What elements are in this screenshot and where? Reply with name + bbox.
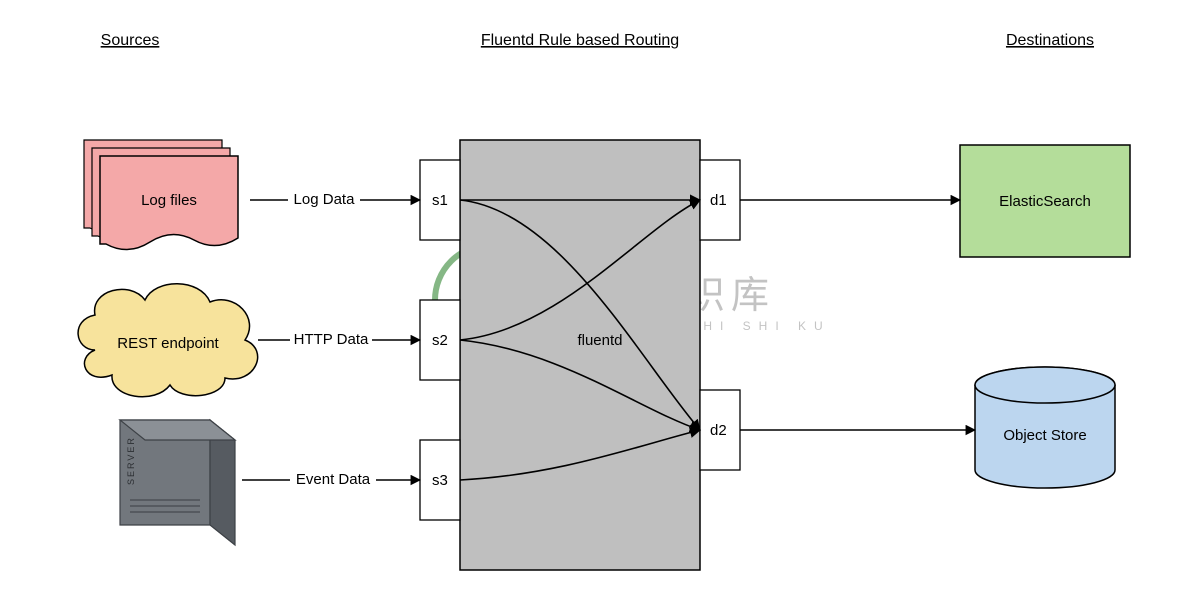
elasticsearch-label: ElasticSearch	[999, 193, 1091, 210]
rest-endpoint-label: REST endpoint	[117, 335, 219, 352]
routing-core	[460, 140, 700, 570]
heading-destinations: Destinations	[1006, 32, 1094, 49]
port-d2-label: d2	[710, 422, 727, 439]
heading-sources: Sources	[101, 32, 160, 49]
edge-log-data-label: Log Data	[294, 191, 356, 208]
server-label: SERVER	[126, 436, 136, 485]
edge-http-data-label: HTTP Data	[294, 331, 369, 348]
port-s1-label: s1	[432, 192, 448, 209]
port-d1-label: d1	[710, 192, 727, 209]
source-rest-endpoint: REST endpoint	[78, 284, 258, 397]
diagram-canvas: Sources Fluentd Rule based Routing Desti…	[0, 0, 1200, 590]
source-log-files: Log files	[84, 140, 238, 250]
heading-routing: Fluentd Rule based Routing	[481, 32, 679, 49]
source-server: SERVER	[120, 420, 235, 545]
log-files-label: Log files	[141, 192, 197, 209]
port-s3-label: s3	[432, 472, 448, 489]
dest-elasticsearch: ElasticSearch	[960, 145, 1130, 257]
edge-event-data-label: Event Data	[296, 471, 371, 488]
routing-block: s1 s2 s3 d1 d2 fluentd	[420, 140, 740, 570]
edges-right	[740, 200, 975, 430]
object-store-label: Object Store	[1003, 427, 1086, 444]
routing-core-label: fluentd	[577, 332, 622, 349]
edges-left: Log Data HTTP Data Event Data	[242, 189, 420, 489]
dest-object-store: Object Store	[975, 367, 1115, 488]
port-s2-label: s2	[432, 332, 448, 349]
